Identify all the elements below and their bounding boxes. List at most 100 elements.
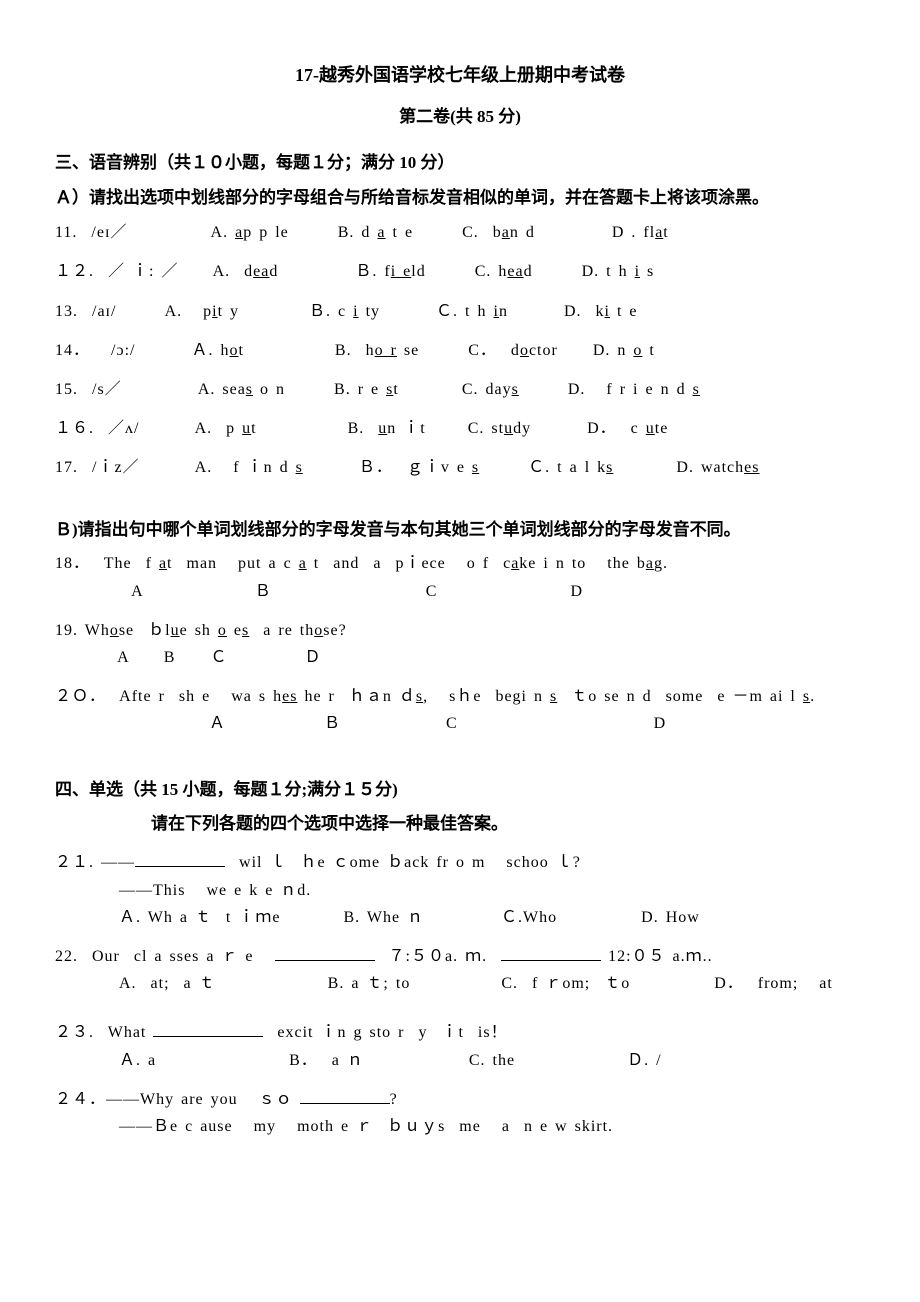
opt-c-rest: n d (510, 224, 535, 241)
q19: 19. Whose ｂlue sh o es a re those? A B Ｃ… (55, 617, 865, 671)
opt-d-pre: D． c (587, 420, 646, 437)
q19-m2: e sh (180, 622, 218, 639)
q-num: １６. (55, 420, 94, 437)
opt-b-rest: n ｉt (387, 420, 425, 437)
opt-d-pre: D. n (593, 342, 634, 359)
opt-d-rest: t (642, 342, 654, 359)
q18: 18． The f at man put a c a t and a pｉece… (55, 550, 865, 604)
q19-u5: o (314, 622, 323, 639)
page-title: 17-越秀外国语学校七年级上册期中考试卷 (55, 60, 865, 91)
opt-c-u: u (504, 420, 513, 437)
q20-m1: he r ｈａn ｄ (297, 688, 415, 705)
blank (153, 1036, 263, 1037)
section-3b-instruction: Ｂ)请指出句中哪个单词划线部分的字母发音与本句其她三个单词划线部分的字母发音不同… (55, 516, 865, 545)
opt-b-u: s (472, 459, 479, 476)
q-num: 18． (55, 555, 90, 572)
opt-b-pre: Ｂ. c (309, 303, 353, 320)
blank (501, 960, 601, 961)
q-num: 14． (55, 342, 90, 359)
section-3a-instruction: Ａ）请找出选项中划线部分的字母组合与所给音标发音相似的单词，并在答题卡上将该项涂… (55, 184, 865, 213)
q-num: 15. (55, 381, 78, 398)
q-ipa: /eɪ／ (91, 224, 127, 241)
blank (300, 1103, 390, 1104)
q19-m3: e (227, 622, 242, 639)
q-ipa: /aɪ/ (92, 303, 116, 320)
opt-a-u: s (296, 459, 303, 476)
q23-after: excit ｉn g sto r y ｉt is！ (263, 1024, 507, 1041)
q15: 15. /s／ A. seas o n B. r e st C. days D.… (55, 376, 865, 403)
q-ipa: /ɔ:/ (111, 342, 135, 359)
opt-b-rest: t (393, 381, 398, 398)
opt-d-rest: s (640, 263, 654, 280)
q18-m2: t and a pｉece o f c (307, 555, 511, 572)
q20: ２Ｏ． Afte r sh e wa s hes he r ｈａn ｄs, sｈ… (55, 683, 865, 737)
blank (135, 866, 225, 867)
q23-pre: What (94, 1024, 153, 1041)
q-num: 13. (55, 303, 78, 320)
q18-m4: g. (654, 555, 668, 572)
q19-u1: o (110, 622, 119, 639)
q-num: ２３. (55, 1024, 94, 1041)
q22-pre: Our cl a sses a ｒ e (78, 948, 275, 965)
opt-b-pre: B. d (338, 224, 378, 241)
q20-labels: Ａ Ｂ C D (55, 710, 865, 737)
opt-c-pre: C. h (475, 263, 508, 280)
opt-b-rest: ld (411, 263, 425, 280)
q23-opts: Ａ. a B． a ｎ C. the Ｄ. / (55, 1047, 865, 1074)
q18-labels: A Ｂ C D (55, 578, 865, 605)
opt-d-u: s (693, 381, 700, 398)
opt-b-u: a (377, 224, 385, 241)
q19-u2: u (171, 622, 180, 639)
q18-u2: a (299, 555, 307, 572)
q-ipa: ／ʌ/ (108, 420, 139, 437)
opt-a-u: a (235, 224, 243, 241)
opt-d-rest: t e (610, 303, 638, 320)
opt-d-u: u (646, 420, 655, 437)
q19-m1: se ｂl (119, 622, 171, 639)
opt-c-pre: C. day (462, 381, 512, 398)
q-num: ２１. —— (55, 854, 135, 871)
q14: 14． /ɔ:/ Ａ. hot B. ho r se C． doctor D. … (55, 337, 865, 364)
page-subtitle: 第二卷(共 85 分) (55, 103, 865, 132)
q24: ２４．——Why are you ｓｏ ? ——Ｂe c ause my mot… (55, 1086, 865, 1140)
opt-a-u: s (246, 381, 253, 398)
section-4-heading: 四、单选（共 15 小题，每题１分;满分１５分) (55, 776, 865, 805)
q19-pre: Wh (78, 622, 110, 639)
q24-pre: ——Why are you ｓｏ (106, 1091, 300, 1108)
opt-a-pre: A. (211, 224, 236, 241)
q17: 17. /ｉz／ A. f ｉn d s Ｂ． ｇｉv e s Ｃ. t a l… (55, 454, 865, 481)
opt-b-pre: B. h (335, 342, 375, 359)
opt-d-rest: t (663, 224, 668, 241)
opt-c-pre: Ｃ. t a l k (528, 459, 606, 476)
opt-c-u: ea (507, 263, 523, 280)
q22-mid: ７:５０a. ｍ. (375, 948, 502, 965)
opt-c-u: o (520, 342, 529, 359)
q18-pre: The f (90, 555, 159, 572)
q19-u3: o (218, 622, 227, 639)
q20-m4: . (810, 688, 815, 705)
opt-c-pre: C. st (468, 420, 504, 437)
q-num: １２. (55, 263, 94, 280)
opt-b-u: u (378, 420, 387, 437)
opt-a-rest: d (269, 263, 278, 280)
opt-c-pre: Ｃ. t h (436, 303, 493, 320)
opt-a-pre: A. sea (198, 381, 246, 398)
q18-u1: a (159, 555, 167, 572)
opt-b-rest: t e (386, 224, 414, 241)
blank (275, 960, 375, 961)
q24-line2: ——Ｂe c ause my moth e ｒ ｂｕｙs me a n e w … (55, 1113, 865, 1140)
opt-d-pre: D. t h (582, 263, 635, 280)
q13: 13. /aɪ/ A. pit y Ｂ. c i ty Ｃ. t h in D.… (55, 298, 865, 325)
q19-m4: a re th (249, 622, 314, 639)
opt-c-rest: dy (513, 420, 531, 437)
opt-a-rest: t (238, 342, 243, 359)
opt-b-rest: ty (359, 303, 380, 320)
q19-m5: se? (323, 622, 346, 639)
opt-b-pre: Ｂ． ｇｉv e (359, 459, 472, 476)
opt-b-pre: B. r e (334, 381, 386, 398)
q20-m2: , sｈe begi n (423, 688, 550, 705)
q24-after: ? (390, 1091, 398, 1108)
q11: 11. /eɪ／ A. ap p le B. d a t e C. ban d … (55, 219, 865, 246)
q21-line2: ——This we e k e ｎd. (55, 877, 865, 904)
q23: ２３. What excit ｉn g sto r y ｉt is！ Ａ. a … (55, 1019, 865, 1073)
